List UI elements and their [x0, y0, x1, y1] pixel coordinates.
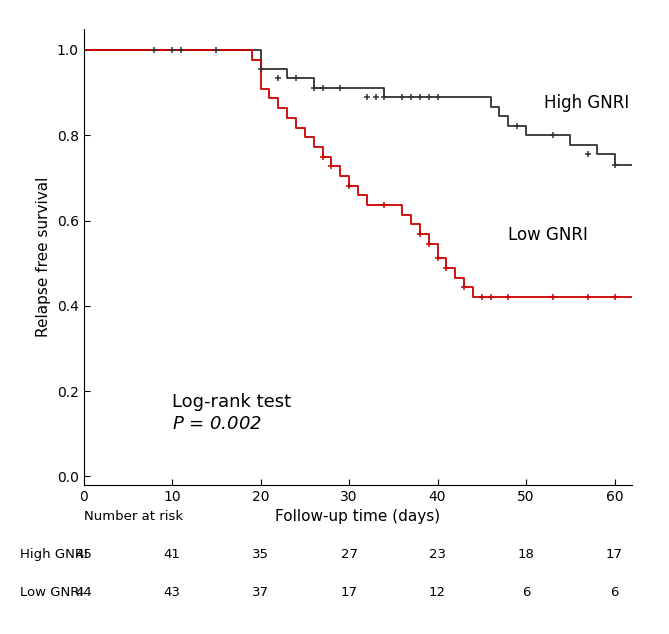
Y-axis label: Relapse free survival: Relapse free survival — [36, 177, 52, 337]
Text: Log-rank test: Log-rank test — [172, 393, 291, 411]
Text: Number at risk: Number at risk — [84, 510, 183, 524]
Text: 17: 17 — [341, 586, 357, 600]
X-axis label: Follow-up time (days): Follow-up time (days) — [276, 510, 440, 524]
Text: 41: 41 — [164, 548, 181, 562]
Text: Low GNRI: Low GNRI — [508, 226, 588, 245]
Text: 17: 17 — [606, 548, 623, 562]
Text: Low GNRI: Low GNRI — [20, 586, 83, 600]
Text: 27: 27 — [341, 548, 357, 562]
Text: 44: 44 — [75, 586, 92, 600]
Text: 12: 12 — [429, 586, 446, 600]
Text: 6: 6 — [610, 586, 619, 600]
Text: 43: 43 — [164, 586, 181, 600]
Text: 35: 35 — [252, 548, 269, 562]
Text: 45: 45 — [75, 548, 92, 562]
Text: High GNRI: High GNRI — [544, 94, 629, 112]
Text: High GNRI: High GNRI — [20, 548, 88, 562]
Text: 18: 18 — [518, 548, 535, 562]
Text: 6: 6 — [522, 586, 531, 600]
Text: 23: 23 — [429, 548, 446, 562]
Text: $P$ = 0.002: $P$ = 0.002 — [172, 415, 262, 432]
Text: 37: 37 — [252, 586, 269, 600]
